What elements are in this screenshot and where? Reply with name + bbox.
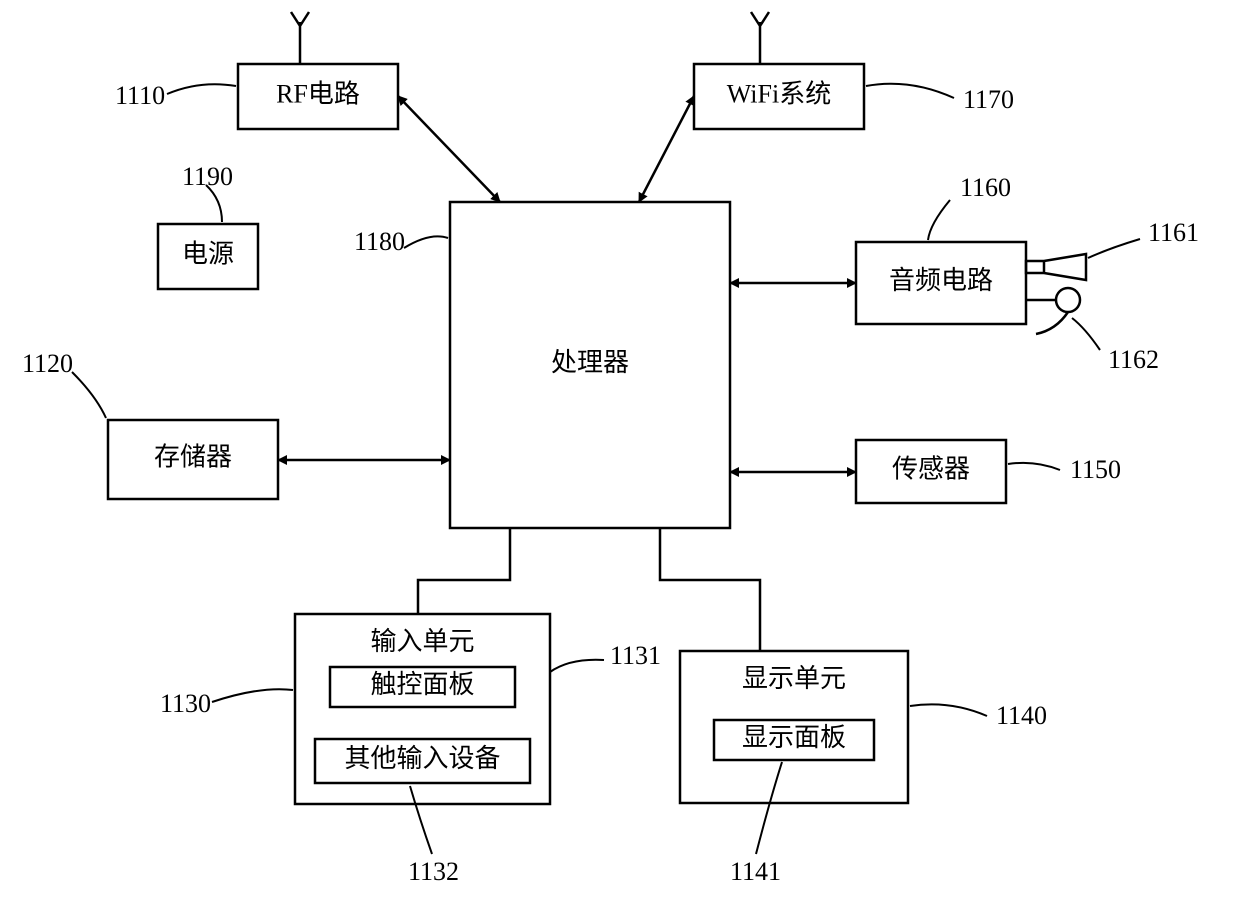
ref-label-1140: 1140 bbox=[996, 701, 1047, 730]
connector-0 bbox=[398, 96, 500, 202]
ref-leader-1120 bbox=[72, 372, 106, 418]
ref-label-1180: 1180 bbox=[354, 227, 405, 256]
connector-1 bbox=[639, 96, 694, 202]
processor-box-label: 处理器 bbox=[551, 348, 629, 377]
ref-leader-1141 bbox=[756, 762, 782, 854]
ref-leader-1132 bbox=[410, 786, 432, 854]
audio-box-label: 音频电路 bbox=[889, 266, 993, 295]
other-box-label: 其他输入设备 bbox=[344, 744, 500, 773]
ref-label-1141: 1141 bbox=[730, 857, 781, 886]
panel-box-label: 显示面板 bbox=[742, 723, 846, 752]
ref-label-1131: 1131 bbox=[610, 641, 661, 670]
display-box-label: 显示单元 bbox=[742, 664, 846, 693]
ref-leader-1170 bbox=[866, 84, 954, 98]
ref-label-1150: 1150 bbox=[1070, 455, 1121, 484]
ref-label-1132: 1132 bbox=[408, 857, 459, 886]
ref-leader-1130 bbox=[212, 689, 293, 702]
connector-5 bbox=[418, 528, 510, 614]
ref-leader-1160 bbox=[928, 200, 950, 240]
antenna-icon-0 bbox=[291, 12, 309, 64]
input-box-label: 输入单元 bbox=[370, 627, 474, 656]
antenna-icon-1 bbox=[751, 12, 769, 64]
ref-label-1170: 1170 bbox=[963, 85, 1014, 114]
sensor-box-label: 传感器 bbox=[892, 454, 970, 483]
wifi-box-label: WiFi系统 bbox=[727, 79, 831, 108]
ref-leader-1161 bbox=[1088, 239, 1140, 258]
ref-label-1160: 1160 bbox=[960, 173, 1011, 202]
microphone-icon bbox=[1056, 288, 1080, 312]
ref-leader-1110 bbox=[167, 84, 236, 94]
memory-box-label: 存储器 bbox=[154, 442, 232, 471]
mic-tail bbox=[1036, 312, 1068, 334]
ref-leader-1162 bbox=[1072, 318, 1100, 350]
ref-leader-1131 bbox=[550, 660, 604, 672]
ref-label-1161: 1161 bbox=[1148, 218, 1199, 247]
ref-leader-1140 bbox=[910, 704, 987, 716]
ref-label-1190: 1190 bbox=[182, 162, 233, 191]
power-box-label: 电源 bbox=[182, 239, 234, 268]
ref-label-1162: 1162 bbox=[1108, 345, 1159, 374]
rf-box-label: RF电路 bbox=[276, 79, 360, 108]
speaker-icon bbox=[1026, 254, 1086, 280]
connector-6 bbox=[660, 528, 760, 651]
ref-label-1120: 1120 bbox=[22, 349, 73, 378]
ref-label-1130: 1130 bbox=[160, 689, 211, 718]
ref-leader-1150 bbox=[1008, 463, 1060, 470]
ref-label-1110: 1110 bbox=[115, 81, 165, 110]
ref-leader-1180 bbox=[404, 236, 448, 248]
touch-box-label: 触控面板 bbox=[370, 670, 474, 699]
